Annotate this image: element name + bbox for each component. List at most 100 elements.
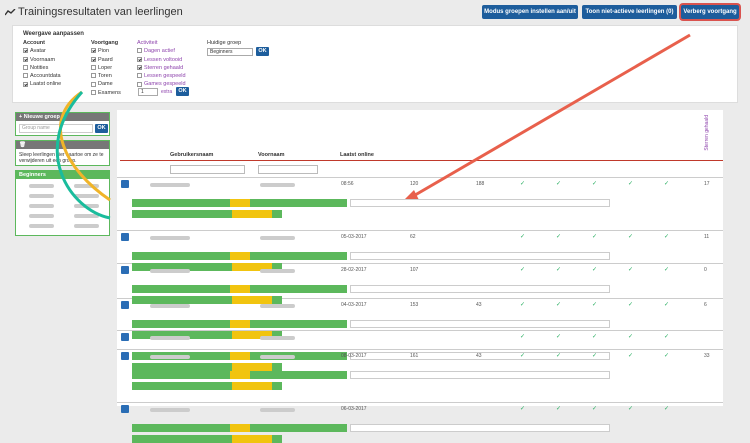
activity-option[interactable]: Lessen gespeeld <box>137 72 186 80</box>
progress-bar-empty <box>350 199 610 207</box>
new-group-ok-button[interactable]: OK <box>95 124 108 133</box>
title-bar: Trainingsresultaten van leerlingen Modus… <box>0 0 750 26</box>
progress-bar-empty <box>350 352 610 360</box>
progress-bar-paard-yellow <box>232 435 272 443</box>
avatar <box>121 266 129 274</box>
header-firstname[interactable]: Voornaam <box>258 152 285 158</box>
activity-option[interactable]: Lessen voltooid <box>137 56 186 64</box>
check-icon: ✓ <box>556 302 562 308</box>
toggle-groups-button[interactable]: Modus groepen instellen aan/uit <box>482 5 578 19</box>
progress-option[interactable]: Dame <box>91 80 121 88</box>
username-text <box>150 183 190 187</box>
check-icon: ✓ <box>592 334 598 340</box>
progress-bar-paard <box>132 210 282 218</box>
last-online: 04-03-2017 <box>341 302 367 308</box>
firstname-text <box>260 336 295 340</box>
progress-option[interactable]: Toren <box>91 72 121 80</box>
check-icon: ✓ <box>628 302 634 308</box>
activity-option[interactable]: Games gespeeld <box>137 80 186 88</box>
progress-bar-paard-yellow <box>232 210 272 218</box>
check-icon: ✓ <box>628 353 634 359</box>
username-text <box>150 336 190 340</box>
activity-label: Activiteit <box>137 40 158 46</box>
check-icon: ✓ <box>664 406 670 412</box>
progress-option[interactable]: Paard <box>91 56 121 64</box>
check-icon: ✓ <box>664 334 670 340</box>
check-icon: ✓ <box>592 267 598 273</box>
header-divider <box>120 160 723 161</box>
progress-ok-button[interactable]: OK <box>176 87 189 96</box>
lessons-count: 107 <box>410 267 419 273</box>
progress-bar-paard <box>132 382 282 390</box>
check-icon: ✓ <box>592 406 598 412</box>
group-label: Huidige groep <box>207 40 242 46</box>
total-stars: 0 <box>704 267 707 273</box>
username-text <box>150 236 190 240</box>
check-icon: ✓ <box>664 302 670 308</box>
new-group-title: + Nieuwe groep <box>16 113 109 121</box>
table-row <box>117 230 723 260</box>
check-icon: ✓ <box>556 406 562 412</box>
show-inactive-button[interactable]: Toon niet-actieve leerlingen (0) <box>582 5 677 19</box>
lessons-count: 161 <box>410 353 419 359</box>
check-icon: ✓ <box>628 267 634 273</box>
check-icon: ✓ <box>520 353 526 359</box>
account-option[interactable]: Voornaam <box>23 56 61 64</box>
progress-bar-pion-yellow <box>230 352 250 360</box>
account-option[interactable]: Avatar <box>23 47 61 55</box>
header-last-online[interactable]: Laatst online <box>340 152 374 158</box>
username-filter[interactable] <box>170 165 245 174</box>
header-stars[interactable]: Sterren gehaald <box>704 115 710 151</box>
progress-bar-paard-yellow <box>232 382 272 390</box>
account-option[interactable]: Accountdata <box>23 72 61 80</box>
check-icon: ✓ <box>592 181 598 187</box>
check-icon: ✓ <box>628 406 634 412</box>
progress-bar-paard-yellow <box>232 296 272 304</box>
table-row <box>117 263 723 293</box>
avatar <box>121 333 129 341</box>
check-icon: ✓ <box>628 234 634 240</box>
total-stars: 6 <box>704 302 707 308</box>
group-ok-button[interactable]: OK <box>256 47 269 56</box>
lessons-count: 62 <box>410 234 416 240</box>
activity-option[interactable]: Dagen actief <box>137 47 186 55</box>
check-icon: ✓ <box>556 181 562 187</box>
check-icon: ✓ <box>556 334 562 340</box>
progress-option[interactable]: Pion <box>91 47 121 55</box>
progress-bar-empty <box>350 371 610 379</box>
panel-title: Weergave aanpassen <box>23 31 84 37</box>
progress-option[interactable]: Loper <box>91 64 121 72</box>
check-icon: ✓ <box>592 302 598 308</box>
header-username[interactable]: Gebruikersnaam <box>170 152 214 158</box>
table-row <box>117 349 723 379</box>
check-icon: ✓ <box>556 234 562 240</box>
firstname-filter[interactable] <box>258 165 318 174</box>
username-text <box>150 355 190 359</box>
group-name-input[interactable]: Group name <box>19 124 93 133</box>
hide-progress-button[interactable]: Verberg voortgang <box>681 5 739 19</box>
account-option[interactable]: Notities <box>23 64 61 72</box>
columns-label: extra <box>161 89 173 95</box>
group-select[interactable]: Beginners <box>207 48 253 56</box>
progress-option[interactable]: Examens <box>91 89 121 97</box>
progress-bar-pion-yellow <box>230 424 250 432</box>
avatar <box>121 233 129 241</box>
last-online: 06-03-2017 <box>341 406 367 412</box>
columns-select[interactable]: 1 <box>138 88 158 96</box>
lessons-count: 120 <box>410 181 419 187</box>
firstname-text <box>260 269 295 273</box>
delete-drop-zone[interactable]: 🗑 Sleep leerlingen hier naartoe om ze te… <box>15 140 110 166</box>
firstname-text <box>260 408 295 412</box>
check-icon: ✓ <box>664 181 670 187</box>
check-icon: ✓ <box>556 353 562 359</box>
progress-bar-pion-yellow <box>230 371 250 379</box>
progress-bar-pion-yellow <box>230 285 250 293</box>
account-label: Account <box>23 40 45 46</box>
progress-label: Voortgang <box>91 40 119 46</box>
check-icon: ✓ <box>592 353 598 359</box>
account-option[interactable]: Laatst online <box>23 80 61 88</box>
activity-option[interactable]: Sterren gehaald <box>137 64 186 72</box>
username-text <box>150 269 190 273</box>
check-icon: ✓ <box>520 267 526 273</box>
progress-bar-empty <box>350 252 610 260</box>
